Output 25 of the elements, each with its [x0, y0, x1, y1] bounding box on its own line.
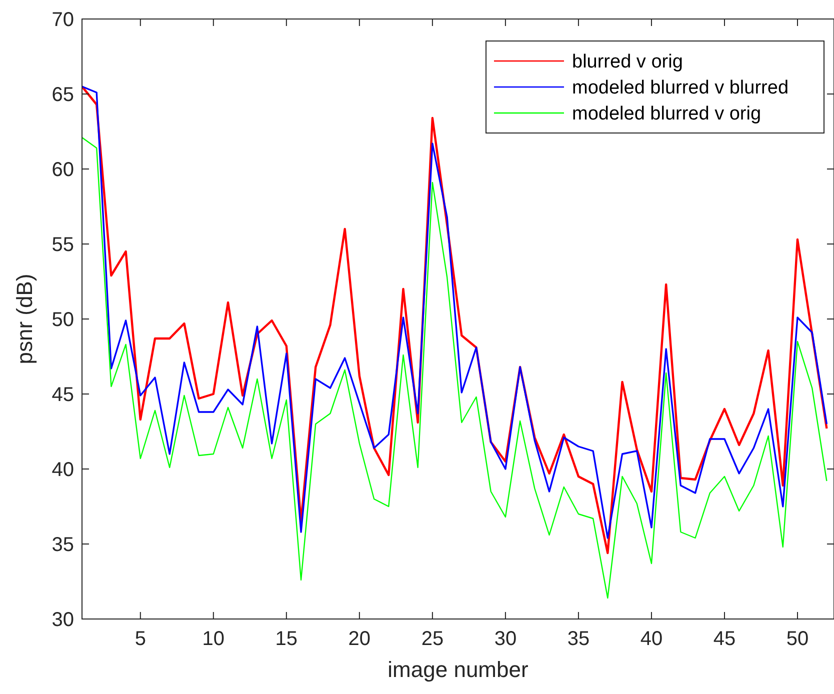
x-tick-label: 50	[786, 628, 809, 650]
x-tick-label: 20	[348, 628, 371, 650]
y-tick-label: 30	[52, 609, 74, 631]
y-tick-label: 40	[52, 459, 74, 481]
legend-label: modeled blurred v blurred	[572, 78, 789, 99]
y-tick-label: 45	[52, 384, 74, 406]
x-tick-label: 15	[275, 628, 298, 650]
legend-label: modeled blurred v orig	[572, 104, 762, 125]
y-tick-label: 50	[52, 309, 74, 331]
x-tick-label: 35	[567, 628, 590, 650]
x-tick-label: 5	[134, 628, 146, 650]
y-tick-label: 70	[52, 9, 74, 31]
y-axis-title: psnr (dB)	[12, 274, 37, 364]
x-tick-label: 10	[202, 628, 225, 650]
x-tick-label: 45	[713, 628, 736, 650]
y-tick-label: 60	[52, 159, 74, 181]
legend-label: blurred v orig	[572, 52, 683, 73]
x-tick-label: 40	[640, 628, 663, 650]
y-tick-label: 65	[52, 84, 74, 106]
line-series	[82, 136, 828, 599]
y-tick-label: 55	[52, 234, 74, 256]
y-tick-label: 35	[52, 534, 74, 556]
x-tick-label: 30	[494, 628, 517, 650]
x-tick-label: 25	[421, 628, 444, 650]
x-axis-title: image number	[388, 657, 528, 682]
